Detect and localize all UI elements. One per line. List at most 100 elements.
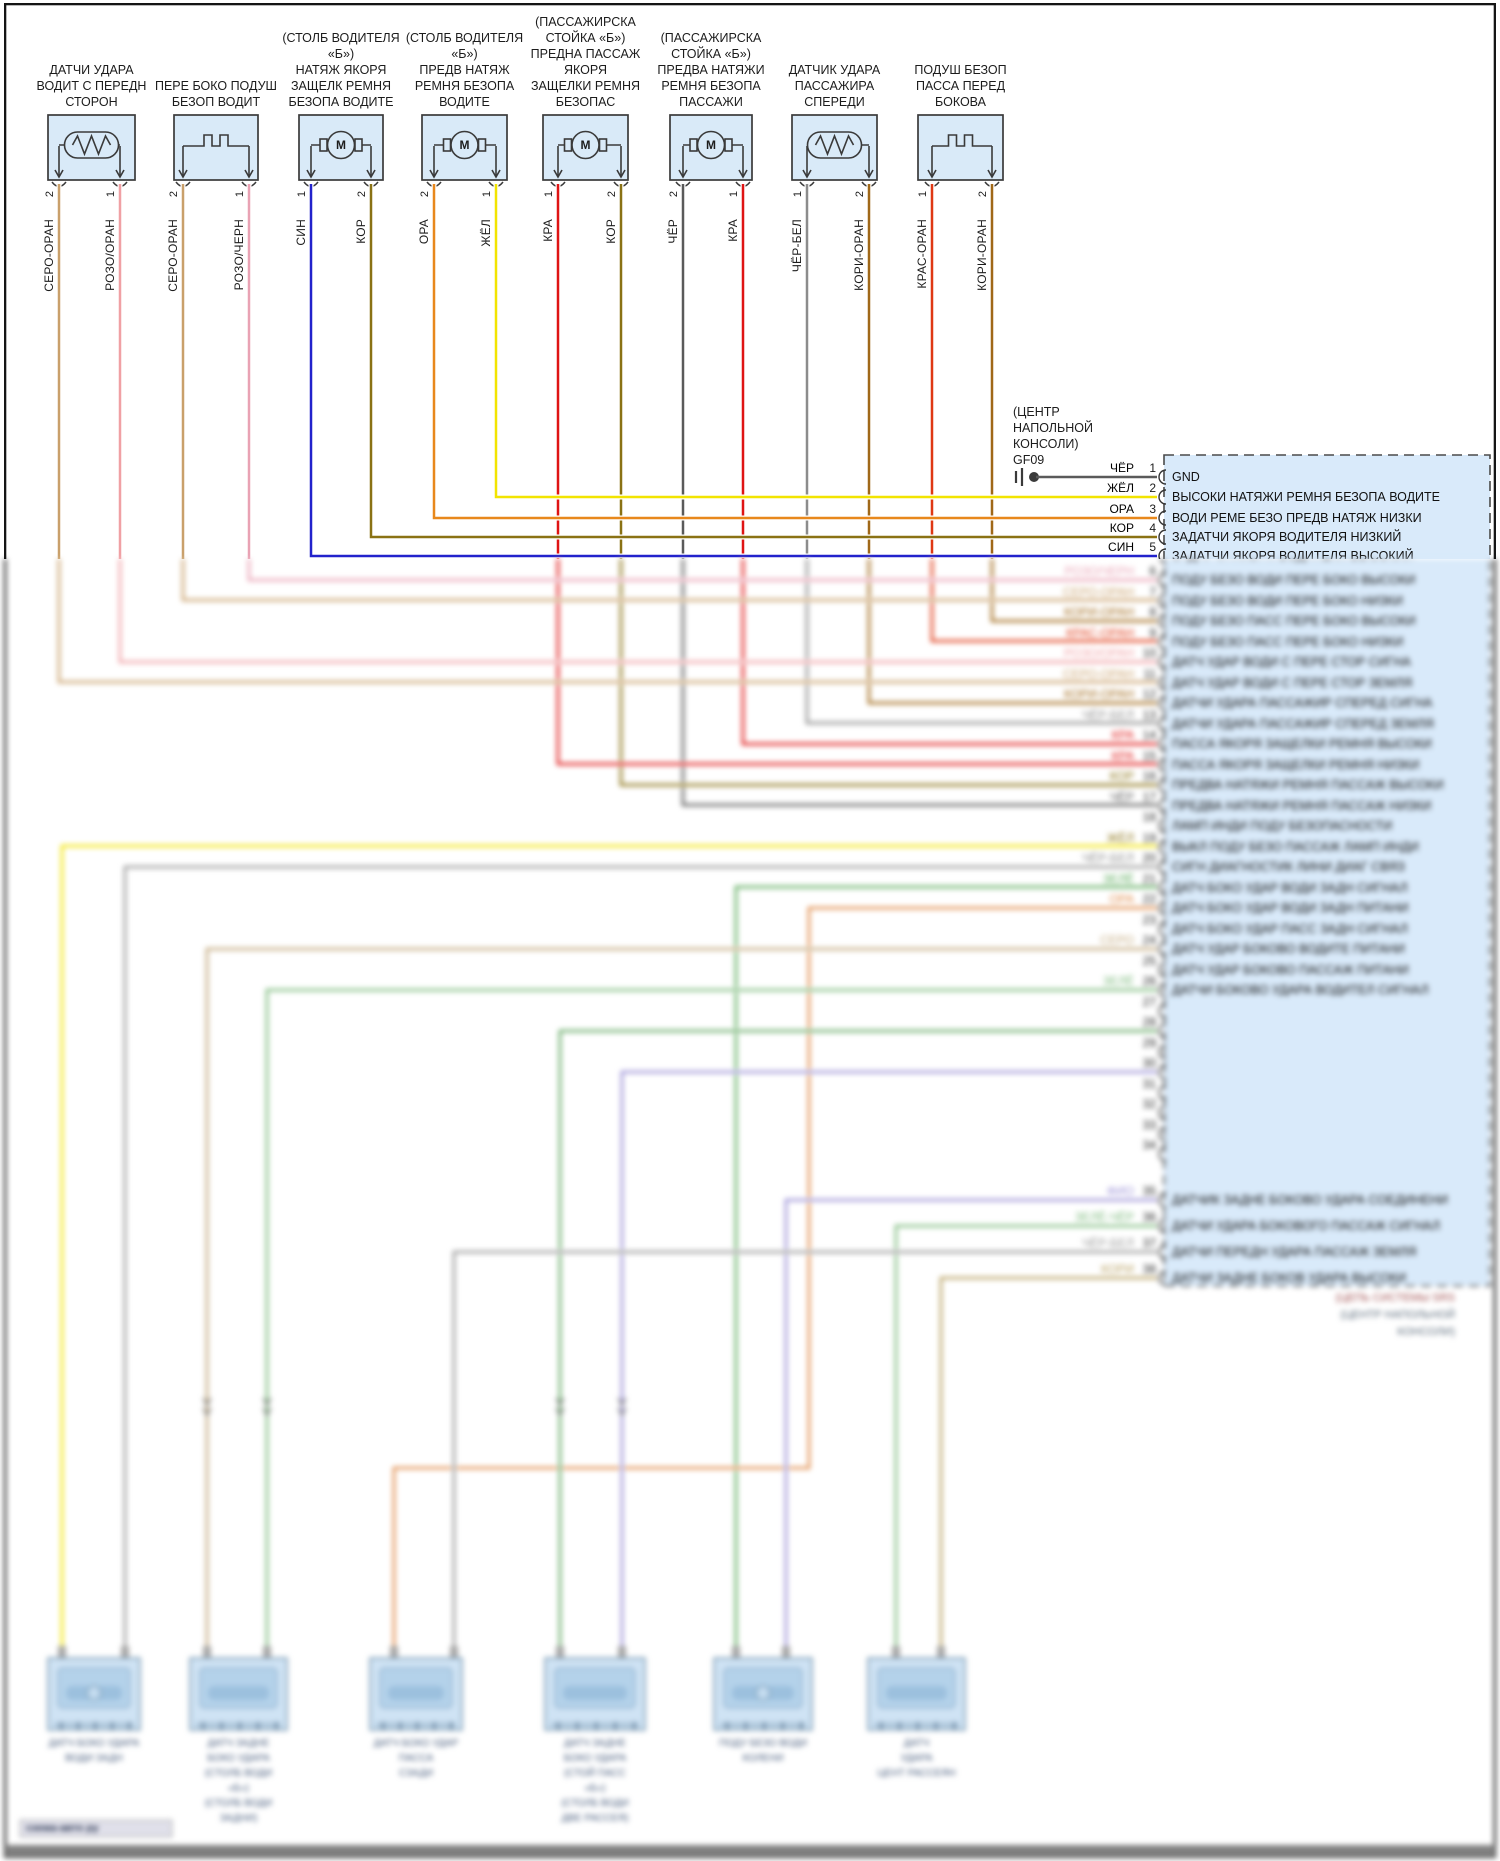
panel-row-wire: ЗЕЛЁ (1102, 872, 1134, 886)
panel-row-desc: ЛАМП ИНДИ ПОДУ БЕЗОПАСНОСТИ (1172, 819, 1393, 833)
wire (118, 184, 122, 559)
panel-row-pin: 26 (1142, 974, 1156, 988)
panel-row-desc: ДАТЧ УДАР ВОДИ С ПЕРЕ СТОР ЗЕМЛЯ (1172, 676, 1413, 690)
wire (205, 947, 1157, 1648)
wire (247, 559, 1157, 582)
panel-row-pin: 2 (1149, 481, 1156, 495)
panel-row-desc: ДАТЧИ ЗАДНЕ БОКОВ УДАРА ВЫСОКИ (1172, 1271, 1406, 1285)
connector-label-4: ДВЕ РАССЕЯ) (561, 1813, 629, 1824)
page-border (4, 3, 1496, 559)
panel-row-wire: КОР (1109, 521, 1134, 535)
panel-row-wire: ЧЁР (1109, 461, 1134, 475)
panel-row-wire: ЖЁЛ (1107, 831, 1134, 845)
wire (452, 1250, 1157, 1648)
panel-row-desc: GND (1172, 470, 1200, 484)
component-box-1 (47, 114, 136, 181)
connector-label-1: ДАТЧ БОКО УДАРА (48, 1738, 140, 1749)
panel-caption-line: (ЦЕПЬ СИСТЕМЫ SRS (1335, 1292, 1455, 1304)
panel-row-desc: ВЫСОКИ НАТЯЖИ РЕМНЯ БЕЗОПА ВОДИТЕ (1172, 490, 1440, 504)
wire (558, 1029, 1157, 1648)
wire (247, 184, 251, 559)
panel-row-wire: КОРИ (1101, 1262, 1134, 1276)
motor-letter: M (459, 138, 470, 152)
wire (990, 184, 994, 559)
panel-row-wire: ЧЁР (1109, 790, 1134, 804)
component-box-7 (791, 114, 878, 181)
panel-row-pin: 24 (1142, 933, 1156, 947)
panel-row-desc: ЗАДАТЧИ ЯКОРЯ ВОДИТЕЛЯ ВЫСОКИЙ (1172, 559, 1414, 563)
panel-row-wire: СЕРО-ОРАН (1063, 585, 1134, 599)
wire (930, 184, 934, 559)
panel-row-desc: ПОДУ БЕЗО ПАСС ПЕРЕ БОКО НИЗКИ (1172, 635, 1404, 649)
airbag-squib-icon (183, 134, 249, 147)
panel-row-pin: 9 (1149, 626, 1156, 640)
wire (432, 184, 1157, 520)
connector-label-4: БОКО УДАРА (563, 1753, 627, 1764)
panel-row-pin: 36 (1142, 1210, 1156, 1224)
panel-row-pin: 32 (1142, 1097, 1156, 1111)
bottom-connector-5 (713, 1657, 813, 1731)
wire (939, 1276, 1157, 1648)
wire (494, 184, 1157, 499)
wire (60, 844, 1157, 1648)
panel-row-desc: ПРЕДВА НАТЯЖИ РЕМНЯ ПАССАЖ НИЗКИ (1172, 799, 1432, 813)
wire (930, 559, 1157, 643)
wire (556, 184, 560, 559)
bottom-connector-4 (544, 1657, 646, 1731)
panel-row-pin: 5 (1149, 540, 1156, 554)
component-box-3 (298, 114, 384, 181)
wire (867, 184, 871, 559)
connector-label-2: «Б») (227, 1783, 249, 1794)
wire (741, 184, 745, 559)
panel-row-desc: ДАТЧИ УДАРА ПАССАЖИР СПЕРЕД ЗЕМЛЯ (1172, 717, 1434, 731)
panel-row-desc: ДАТЧИ БОКОВО УДАРА ВОДИТЕЛ СИГНАЛ (1172, 983, 1429, 997)
panel-row-desc: ПАССА ЯКОРЯ ЗАЩЕЛКИ РЕМНЯ ВЫСОКИ (1172, 737, 1432, 751)
panel-row-desc: СИГН ДИАГНОСТИК ЛИНИ ДИАГ СВЯЗ (1172, 860, 1405, 874)
panel-row-pin: 19 (1142, 831, 1156, 845)
component-box-2 (173, 114, 259, 181)
panel-row-desc: ДАТЧ БОКО УДАР ВОДИ ЗАДН СИГНАЛ (1172, 881, 1408, 895)
component-box-4 (421, 114, 508, 181)
panel-row-wire: ЧЁР-БЕЛ (1082, 1236, 1134, 1250)
panel-row-desc: ЗАДАТЧИ ЯКОРЯ ВОДИТЕЛЯ НИЗКИЙ (1172, 530, 1402, 544)
connector-label-4: ДАТЧ ЗАДНЕ (564, 1738, 626, 1749)
panel-row-wire: КРАС-ОРАН (1066, 626, 1134, 640)
connector-label-2: (СТОЛБ ВОДИ (204, 1798, 273, 1809)
wire (741, 559, 1157, 746)
panel-row-pin: 21 (1142, 872, 1156, 886)
panel-row-wire: КОРИ-ОРАН (1063, 687, 1134, 701)
wire (990, 559, 1157, 623)
panel-row-wire: ОРА (1109, 892, 1134, 906)
component-label-4: (СТОЛБ ВОДИТЕЛЯ «Б») ПРЕДВ НАТЯЖ РЕМНЯ БЕЗО… (405, 31, 524, 109)
wire (805, 559, 1157, 725)
panel-row-pin: 17 (1142, 790, 1156, 804)
connector-label-2: (СТОЛБ ВОДИ (204, 1768, 273, 1779)
component-label-8: ПОДУШ БЕЗОП ПАССА ПЕРЕД БОКОВА (914, 63, 1007, 109)
motor-letter: M (706, 138, 716, 152)
panel-row-pin: 33 (1142, 1118, 1156, 1132)
connector-label-5: ПОДУ БЕЗО ВОДИ (718, 1738, 808, 1749)
panel-row-desc: ПОДУ БЕЗО ВОДИ ПЕРЕ БОКО ВЫСОКИ (1172, 573, 1416, 587)
gf09-title-line: КОНСОЛИ) (1013, 437, 1079, 451)
panel-row-desc: ПАССА ЯКОРЯ ЗАЩЕЛКИ РЕМНЯ НИЗКИ (1172, 758, 1420, 772)
wire (57, 184, 61, 559)
panel-row-wire: ОРА (1109, 502, 1134, 516)
panel-caption-line: (ЦЕНТР НАПОЛЬНОЙ (1340, 1309, 1455, 1321)
panel-row-wire: ЗЕЛЁ-ЧЁР (1074, 1210, 1134, 1224)
panel-row-pin: 8 (1149, 605, 1156, 619)
panel-row-pin: 15 (1142, 749, 1156, 763)
panel-row-wire: КОРИ-ОРАН (1063, 605, 1134, 619)
panel-row-pin: 28 (1142, 1015, 1156, 1029)
wire (181, 184, 185, 559)
wire (123, 865, 1157, 1648)
connector-label-1: ВОДИ ЗАДН (65, 1753, 123, 1764)
connector-label-2: ЗАДНИ) (219, 1813, 258, 1824)
connector-label-3: СЗАДИ (398, 1768, 434, 1779)
panel-row-pin: 16 (1142, 769, 1156, 783)
panel-row-pin: 23 (1142, 913, 1156, 927)
panel-row-pin: 10 (1142, 646, 1156, 660)
panel-row-pin: 7 (1149, 585, 1156, 599)
panel-row-pin: 31 (1142, 1077, 1156, 1091)
panel-row-desc: ДАТЧ БОКО УДАР ПАСС ЗАДН СИГНАЛ (1172, 922, 1408, 936)
